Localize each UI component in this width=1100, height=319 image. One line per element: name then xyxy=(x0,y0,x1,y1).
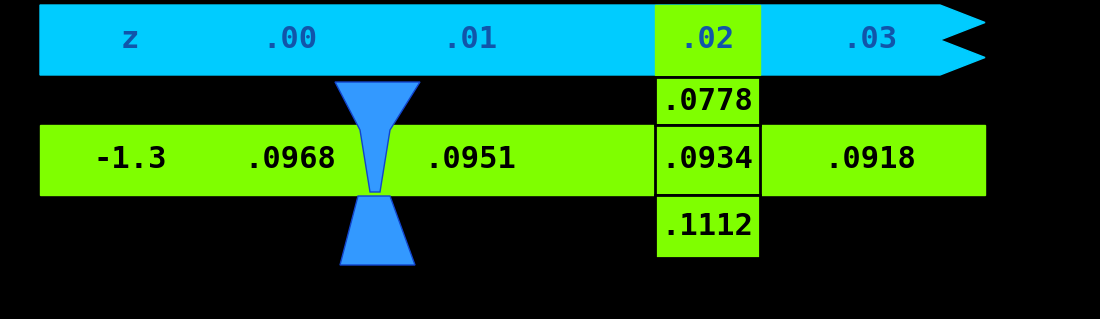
Polygon shape xyxy=(336,82,420,192)
Polygon shape xyxy=(654,125,760,195)
Text: .0918: .0918 xyxy=(824,145,916,174)
Text: .0951: .0951 xyxy=(425,145,516,174)
Text: .0968: .0968 xyxy=(244,145,336,174)
Text: .0778: .0778 xyxy=(661,86,754,115)
Text: .00: .00 xyxy=(263,26,318,55)
Text: z: z xyxy=(121,26,140,55)
Polygon shape xyxy=(340,196,415,265)
Polygon shape xyxy=(654,195,760,258)
Polygon shape xyxy=(654,5,760,75)
Polygon shape xyxy=(40,5,984,75)
Text: .1112: .1112 xyxy=(661,212,754,241)
Polygon shape xyxy=(654,77,760,125)
Text: .02: .02 xyxy=(680,26,735,55)
Polygon shape xyxy=(40,125,984,195)
Text: .03: .03 xyxy=(843,26,898,55)
Text: -1.3: -1.3 xyxy=(94,145,167,174)
Text: .01: .01 xyxy=(442,26,497,55)
Text: .0934: .0934 xyxy=(661,145,752,174)
